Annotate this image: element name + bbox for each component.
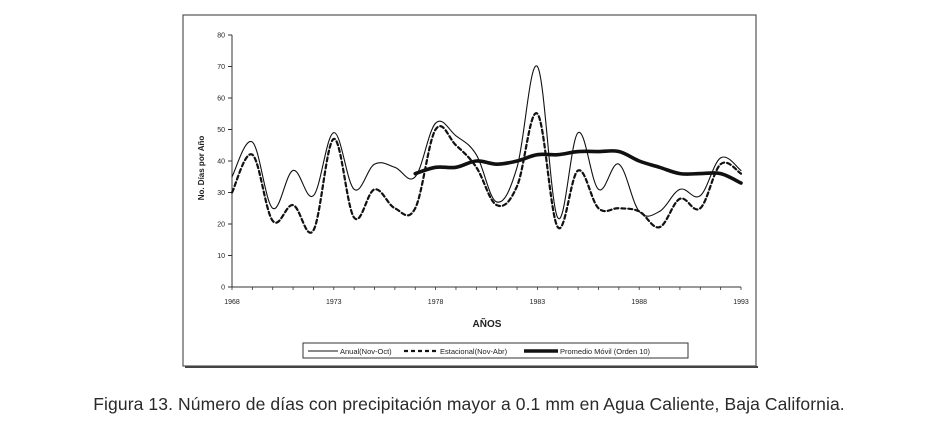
figure-caption: Figura 13. Número de días con precipitac… bbox=[93, 394, 845, 414]
y-tick-label: 80 bbox=[217, 33, 225, 40]
chart-frame bbox=[182, 14, 757, 367]
x-tick-label: 1983 bbox=[530, 299, 546, 306]
x-tick-label: 1988 bbox=[631, 299, 647, 306]
y-tick-label: 40 bbox=[217, 159, 225, 166]
x-tick-label: 1973 bbox=[326, 299, 342, 306]
series-line-estacional bbox=[230, 112, 743, 234]
y-tick-label: 0 bbox=[221, 285, 225, 292]
x-tick-label: 1978 bbox=[428, 299, 444, 306]
legend-label-estacional: Estacional(Nov-Abr) bbox=[440, 347, 508, 356]
y-tick-label: 20 bbox=[217, 222, 225, 229]
x-tick-label: 1968 bbox=[224, 299, 240, 306]
y-tick-label: 10 bbox=[217, 253, 225, 260]
y-tick-label: 50 bbox=[217, 127, 225, 134]
y-tick-label: 60 bbox=[217, 96, 225, 103]
legend-box bbox=[302, 342, 689, 359]
chart-frame-shadow bbox=[185, 366, 758, 368]
y-axis-label: No. Días por Año bbox=[197, 136, 206, 201]
y-tick-label: 30 bbox=[217, 190, 225, 197]
series-line-anual bbox=[231, 65, 742, 220]
series-line-promedio-movil bbox=[413, 149, 743, 185]
legend: Anual(Nov-Oct) Estacional(Nov-Abr) Prome… bbox=[302, 342, 689, 359]
y-tick-label: 70 bbox=[217, 64, 225, 71]
legend-label-anual: Anual(Nov-Oct) bbox=[340, 347, 392, 356]
x-tick-label: 1993 bbox=[733, 299, 749, 306]
legend-label-promedio: Promedio Móvil (Orden 10) bbox=[560, 347, 651, 356]
x-axis-label: AÑOS bbox=[473, 317, 502, 330]
chart: 0 10 20 30 40 50 60 70 80 1968 1973 1978 1983 1988 19… bbox=[182, 14, 758, 368]
